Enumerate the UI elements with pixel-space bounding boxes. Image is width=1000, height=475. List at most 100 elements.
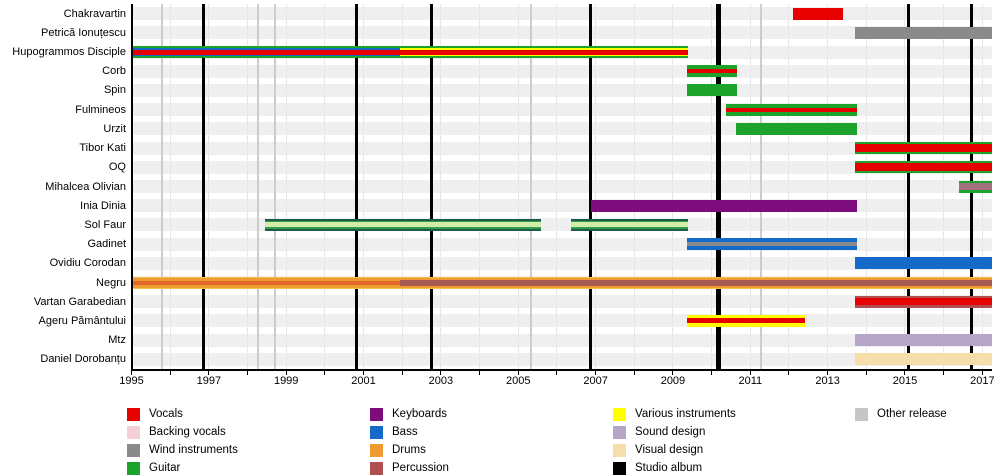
year-gridline — [247, 4, 249, 369]
timeline-bar — [686, 314, 805, 327]
axis-year-label: 2015 — [892, 375, 918, 387]
bar-stripe — [855, 163, 992, 172]
year-gridline — [285, 4, 287, 369]
legend-label: Bass — [392, 426, 418, 438]
row-guide-band — [131, 83, 992, 97]
bar-stripe — [855, 144, 992, 153]
timeline-bar — [855, 295, 992, 308]
legend-swatch — [127, 462, 140, 475]
bar-stripe — [399, 279, 992, 286]
row-label: Sol Faur — [84, 218, 126, 231]
axis-tick — [633, 370, 635, 375]
timeline-bar — [570, 218, 688, 231]
studio-album-line — [906, 4, 910, 369]
timeline-bar — [131, 46, 400, 59]
axis-tick — [169, 370, 171, 375]
year-gridline — [672, 4, 674, 369]
axis-year-label: 2009 — [660, 375, 686, 387]
row-label: Chakravartin — [63, 7, 126, 20]
studio-album-line — [202, 4, 206, 369]
row-guide-band — [131, 103, 992, 117]
timeline-bar — [686, 84, 738, 97]
row-label: Mihalcea Olivian — [45, 180, 126, 193]
year-gridline — [208, 4, 210, 369]
axis-year-label: 2011 — [738, 375, 763, 387]
legend-label: Guitar — [149, 462, 181, 474]
row-guide-band — [131, 141, 992, 155]
axis-year-label: 1995 — [119, 375, 144, 387]
timeline-bar — [855, 334, 992, 347]
row-label: Petrică Ionuțescu — [41, 26, 126, 39]
year-gridline — [401, 4, 403, 369]
row-label: OQ — [108, 161, 126, 174]
axis-tick — [401, 370, 403, 375]
axis-tick — [247, 370, 249, 375]
studio-album-line — [430, 4, 434, 369]
axis-tick — [595, 370, 597, 375]
legend-label: Studio album — [635, 462, 703, 474]
other-release-line — [256, 4, 259, 369]
axis-tick — [479, 370, 481, 375]
row-label: Urzit — [103, 122, 126, 135]
timeline-bar — [131, 276, 400, 289]
year-gridline — [865, 4, 867, 369]
legend-swatch — [370, 444, 383, 457]
axis-tick — [440, 370, 442, 375]
row-label: Negru — [96, 276, 126, 289]
axis-tick — [285, 370, 287, 375]
axis-year-label: 1997 — [196, 375, 222, 387]
row-guide-band — [131, 352, 992, 366]
axis-tick — [981, 370, 983, 375]
row-guide-band — [131, 160, 992, 174]
axis-year-label: 2003 — [428, 375, 454, 387]
bar-stripe — [590, 199, 858, 212]
legend-label: Other release — [877, 408, 947, 420]
row-label: Daniel Dorobanțu — [40, 353, 126, 366]
legend-label: Keyboards — [392, 408, 447, 420]
timeline-bar — [855, 26, 992, 39]
axis-tick — [363, 370, 365, 375]
bar-stripe — [735, 122, 858, 135]
axis-year-label: 2001 — [351, 375, 376, 387]
legend-swatch — [613, 462, 626, 475]
year-gridline — [827, 4, 829, 369]
axis-tick — [943, 370, 945, 375]
year-gridline — [556, 4, 558, 369]
year-gridline — [324, 4, 326, 369]
year-gridline — [943, 4, 945, 369]
row-guide-band — [131, 237, 992, 251]
axis-tick — [827, 370, 829, 375]
timeline-bar — [399, 46, 689, 59]
studio-album-line — [716, 4, 722, 369]
bar-stripe — [959, 183, 992, 190]
bar-stripe — [686, 69, 738, 74]
row-label: Tibor Kati — [79, 142, 126, 155]
year-gridline — [788, 4, 790, 369]
timeline-bar — [855, 161, 992, 174]
bar-stripe — [855, 353, 992, 366]
row-label: Vartan Garabedian — [33, 295, 126, 308]
other-release-line — [760, 4, 763, 369]
bar-stripe — [855, 257, 992, 270]
axis-tick — [517, 370, 519, 375]
year-gridline — [749, 4, 751, 369]
axis-tick — [208, 370, 210, 375]
timeline-bar — [590, 199, 858, 212]
axis-tick — [324, 370, 326, 375]
studio-album-line — [588, 4, 592, 369]
legend-swatch — [370, 426, 383, 439]
axis-tick — [672, 370, 674, 375]
legend-label: Visual design — [635, 444, 704, 456]
timeline-bar — [399, 276, 992, 289]
legend-swatch — [127, 408, 140, 421]
row-guide-band — [131, 180, 992, 193]
row-label: Ovidiu Corodan — [49, 257, 126, 270]
row-guide-band — [131, 218, 992, 232]
timeline-bar — [855, 142, 992, 155]
legend-label: Vocals — [149, 408, 183, 420]
bar-stripe — [131, 280, 400, 285]
bar-stripe — [855, 26, 992, 39]
bar-stripe — [264, 222, 542, 228]
timeline-bar — [735, 122, 858, 135]
